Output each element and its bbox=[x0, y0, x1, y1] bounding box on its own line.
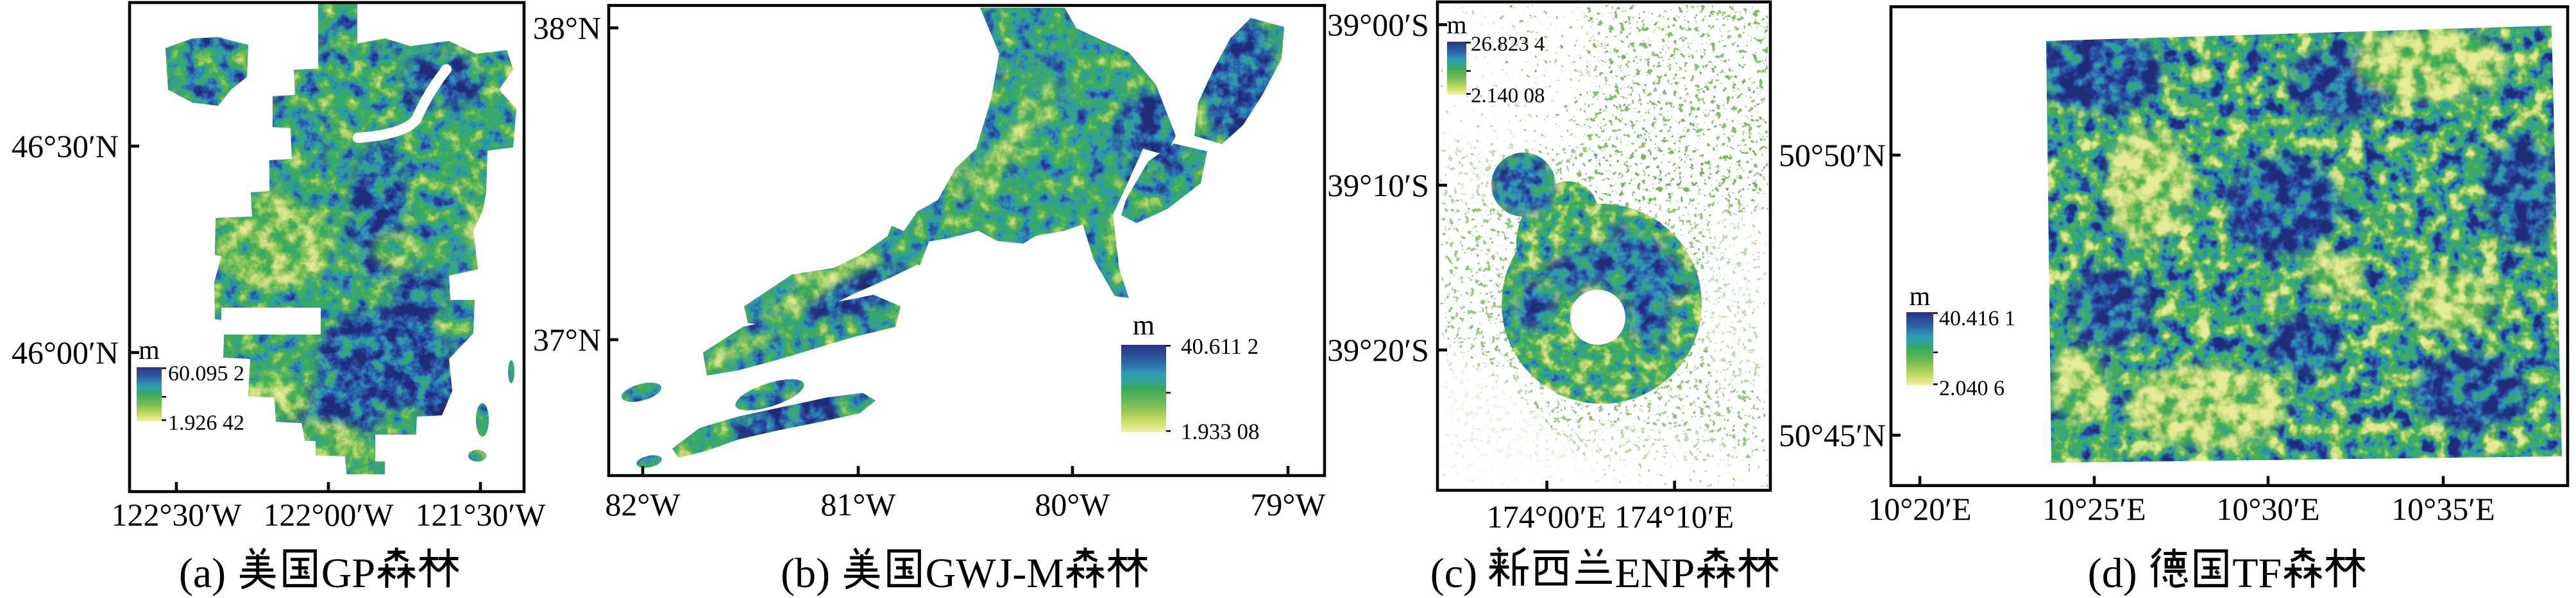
svg-text:39°20′S: 39°20′S bbox=[1327, 332, 1429, 368]
svg-text:122°00′W: 122°00′W bbox=[263, 497, 394, 533]
svg-text:37°N: 37°N bbox=[533, 322, 601, 358]
svg-text:80°W: 80°W bbox=[1035, 486, 1110, 522]
svg-text:121°30′W: 121°30′W bbox=[415, 497, 546, 533]
svg-text:10°25′E: 10°25′E bbox=[2042, 491, 2146, 527]
svg-text:(b): (b) bbox=[781, 550, 830, 597]
svg-text:60.095 2: 60.095 2 bbox=[168, 362, 244, 386]
svg-text:ENP: ENP bbox=[1615, 550, 1695, 597]
svg-text:GP: GP bbox=[321, 550, 375, 597]
svg-text:m: m bbox=[1133, 310, 1155, 341]
svg-text:1.926 42: 1.926 42 bbox=[168, 411, 244, 435]
svg-text:82°W: 82°W bbox=[605, 486, 681, 522]
svg-text:40.416 1: 40.416 1 bbox=[1939, 307, 2015, 331]
svg-text:m: m bbox=[139, 336, 160, 365]
svg-text:38°N: 38°N bbox=[533, 10, 601, 46]
svg-text:2.140 08: 2.140 08 bbox=[1471, 84, 1545, 107]
svg-text:50°45′N: 50°45′N bbox=[1779, 417, 1886, 453]
svg-text:122°30′W: 122°30′W bbox=[111, 497, 242, 533]
svg-text:(d): (d) bbox=[2088, 550, 2137, 597]
svg-text:81°W: 81°W bbox=[820, 486, 896, 522]
svg-text:50°50′N: 50°50′N bbox=[1779, 137, 1886, 173]
svg-text:2.040 6: 2.040 6 bbox=[1939, 377, 2004, 401]
svg-text:10°20′E: 10°20′E bbox=[1868, 491, 1971, 527]
svg-text:40.611 2: 40.611 2 bbox=[1181, 334, 1258, 359]
svg-text:TF: TF bbox=[2232, 550, 2282, 597]
svg-text:174°00′E: 174°00′E bbox=[1487, 499, 1606, 535]
svg-text:39°10′S: 39°10′S bbox=[1327, 167, 1429, 203]
svg-text:m: m bbox=[1446, 10, 1466, 39]
svg-text:10°30′E: 10°30′E bbox=[2216, 491, 2319, 527]
svg-text:26.823 4: 26.823 4 bbox=[1471, 33, 1545, 56]
svg-text:46°00′N: 46°00′N bbox=[12, 335, 119, 370]
svg-text:(a): (a) bbox=[179, 550, 226, 597]
svg-text:(c): (c) bbox=[1430, 550, 1477, 597]
svg-text:79°W: 79°W bbox=[1250, 486, 1326, 522]
svg-text:46°30′N: 46°30′N bbox=[12, 128, 119, 164]
svg-text:m: m bbox=[1910, 282, 1931, 311]
svg-text:39°00′S: 39°00′S bbox=[1327, 7, 1429, 43]
svg-text:GWJ-M: GWJ-M bbox=[926, 550, 1064, 597]
svg-text:10°35′E: 10°35′E bbox=[2391, 491, 2495, 527]
svg-text:174°10′E: 174°10′E bbox=[1614, 499, 1734, 535]
svg-text:1.933 08: 1.933 08 bbox=[1181, 419, 1260, 444]
